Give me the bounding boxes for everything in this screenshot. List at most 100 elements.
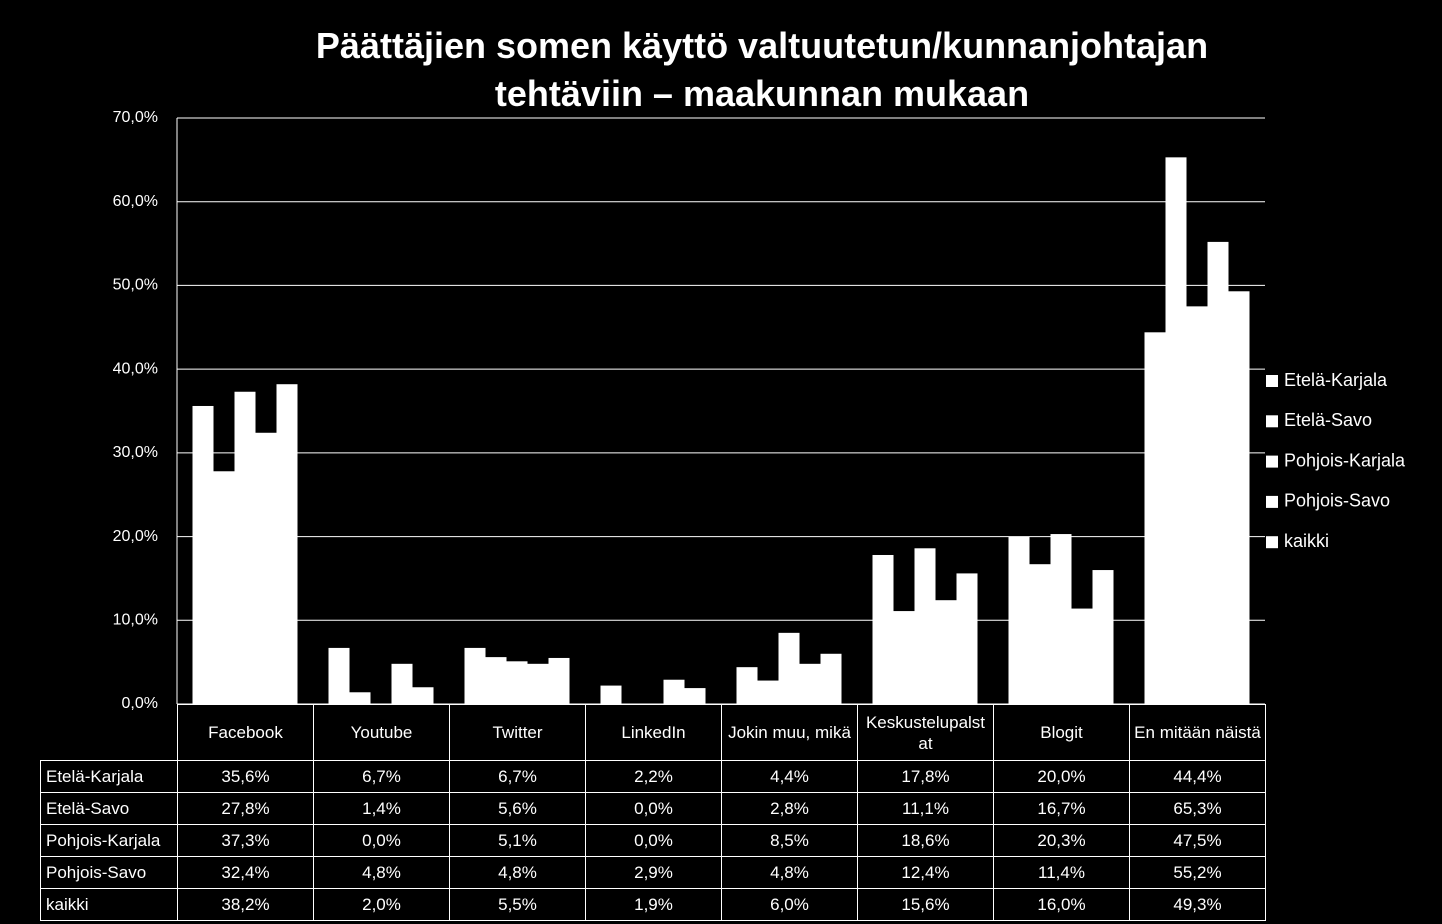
table-cell: 65,3% <box>1129 792 1266 825</box>
table-cell: 6,7% <box>449 760 586 793</box>
table-cell: 0,0% <box>313 824 450 857</box>
x-tick-label: Twitter <box>449 704 586 761</box>
table-cell: 2,9% <box>585 856 722 889</box>
row-label: Etelä-Karjala <box>40 760 178 793</box>
x-tick-label: LinkedIn <box>585 704 722 761</box>
data-table: Facebook Youtube Twitter LinkedIn Jokin muu,… <box>40 704 1266 921</box>
bar <box>1008 536 1030 704</box>
bar <box>736 667 758 704</box>
bar <box>1165 157 1187 705</box>
x-tick-label: Keskustelupalstat <box>857 704 994 761</box>
table-cell: 1,4% <box>313 792 450 825</box>
legend-swatch <box>1266 455 1278 468</box>
bar <box>1186 306 1208 704</box>
y-tick-label: 10,0% <box>113 612 158 629</box>
y-tick-label: 70,0% <box>113 109 158 126</box>
row-label: Pohjois-Savo <box>40 856 178 889</box>
bar <box>464 647 486 704</box>
bar <box>600 685 622 704</box>
row-label: Pohjois-Karjala <box>40 824 178 857</box>
bar <box>1071 608 1093 704</box>
table-cell: 32,4% <box>177 856 314 889</box>
table-cell: 1,9% <box>585 888 722 921</box>
table-cell: 2,2% <box>585 760 722 793</box>
bar <box>778 632 800 704</box>
y-tick-label: 20,0% <box>113 528 158 545</box>
legend-swatch <box>1266 536 1278 549</box>
row-label: kaikki <box>40 888 178 921</box>
table-cell: 44,4% <box>1129 760 1266 793</box>
legend-label: Etelä-Karjala <box>1284 370 1388 390</box>
table-cell: 4,8% <box>449 856 586 889</box>
table-header-row: Facebook Youtube Twitter LinkedIn Jokin muu,… <box>40 704 1266 761</box>
bar <box>757 680 779 704</box>
table-cell: 15,6% <box>857 888 994 921</box>
table-cell: 2,0% <box>313 888 450 921</box>
table-row: Pohjois-Karjala 37,3% 0,0% 5,1% 0,0% 8,5% 18,6… <box>40 824 1266 857</box>
bar <box>935 600 957 704</box>
table-cell: 0,0% <box>585 824 722 857</box>
bar <box>548 657 570 704</box>
x-tick-label: Youtube <box>313 704 450 761</box>
table-cell: 18,6% <box>857 824 994 857</box>
bar <box>213 471 235 704</box>
bar <box>328 647 350 704</box>
legend-label: Pohjois-Karjala <box>1284 450 1406 470</box>
bar <box>527 663 549 704</box>
table-cell: 2,8% <box>721 792 858 825</box>
table-cell: 20,3% <box>993 824 1130 857</box>
table-cell: 55,2% <box>1129 856 1266 889</box>
bar <box>506 661 528 704</box>
table-cell: 5,1% <box>449 824 586 857</box>
table-cell: 35,6% <box>177 760 314 793</box>
table-cell: 16,0% <box>993 888 1130 921</box>
y-tick-label: 30,0% <box>113 444 158 461</box>
bar <box>234 391 256 704</box>
bar <box>485 657 507 704</box>
table-row: kaikki 38,2% 2,0% 5,5% 1,9% 6,0% 15,6% 16,0% 49,… <box>40 888 1266 921</box>
table-row: Etelä-Karjala 35,6% 6,7% 6,7% 2,2% 4,4% 17,8% 2… <box>40 760 1266 793</box>
table-corner <box>40 704 178 761</box>
y-tick-label: 40,0% <box>113 360 158 377</box>
table-cell: 0,0% <box>585 792 722 825</box>
table-cell: 12,4% <box>857 856 994 889</box>
x-tick-label: Jokin muu, mikä <box>721 704 858 761</box>
table-cell: 11,4% <box>993 856 1130 889</box>
table-cell: 27,8% <box>177 792 314 825</box>
legend-label: Pohjois-Savo <box>1284 491 1390 511</box>
bar <box>1050 534 1072 704</box>
bar <box>1029 564 1051 704</box>
table-cell: 49,3% <box>1129 888 1266 921</box>
bar <box>914 548 936 704</box>
bar <box>276 384 298 704</box>
table-cell: 4,4% <box>721 760 858 793</box>
legend-swatch <box>1266 375 1278 387</box>
bar <box>799 663 821 704</box>
bar <box>1207 241 1229 704</box>
table-cell: 38,2% <box>177 888 314 921</box>
x-tick-label: Blogit <box>993 704 1130 761</box>
bar <box>820 653 842 704</box>
table-cell: 5,5% <box>449 888 586 921</box>
bar <box>1228 291 1250 704</box>
bar <box>255 432 277 704</box>
table-cell: 8,5% <box>721 824 858 857</box>
bar <box>663 679 685 704</box>
table-cell: 20,0% <box>993 760 1130 793</box>
legend-swatch <box>1266 495 1278 508</box>
table-cell: 4,8% <box>313 856 450 889</box>
bar <box>349 692 371 704</box>
table-cell: 5,6% <box>449 792 586 825</box>
bar <box>1092 570 1114 704</box>
x-tick-label: Facebook <box>177 704 314 761</box>
table-cell: 16,7% <box>993 792 1130 825</box>
x-tick-label: En mitään näistä <box>1129 704 1266 761</box>
bar <box>391 663 413 704</box>
bar <box>412 687 434 704</box>
table-row: Etelä-Savo 27,8% 1,4% 5,6% 0,0% 2,8% 11,1% 16,7… <box>40 792 1266 825</box>
bar <box>684 688 706 704</box>
bar <box>192 405 214 704</box>
legend-swatch <box>1266 415 1278 428</box>
